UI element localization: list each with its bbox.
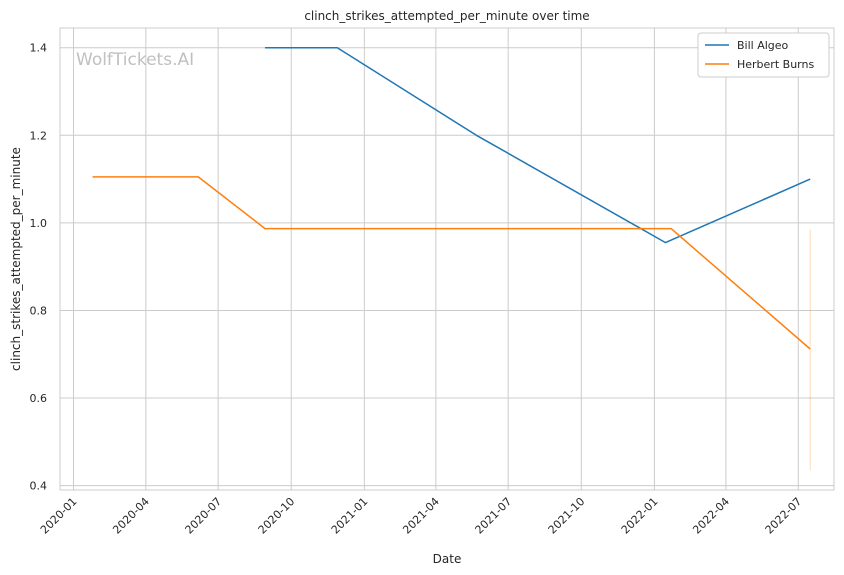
grid-lines [60,28,834,490]
x-tick-label: 2022-04 [690,495,732,537]
series-line-0 [265,46,811,244]
x-axis-ticks: 2020-01 2020-04 2020-07 2020-10 2021-01 2021-… [38,495,804,537]
y-tick-label: 1.2 [30,129,48,142]
x-tick-label: 2021-07 [473,495,515,537]
x-tick-label: 2022-07 [763,495,805,537]
y-axis-label: clinch_strikes_attempted_per_minute [9,147,23,371]
x-axis-label: Date [433,552,462,566]
y-tick-label: 0.8 [30,304,48,317]
chart-title: clinch_strikes_attempted_per_minute over… [304,9,589,23]
plot-area [59,27,835,491]
legend-label-herbert-burns: Herbert Burns [737,58,814,71]
x-tick-label: 2020-10 [256,495,298,537]
watermark: WolfTickets.AI [76,50,194,70]
x-tick-label: 2020-01 [38,495,80,537]
y-tick-label: 1.0 [30,217,48,230]
series-line-1 [92,176,811,350]
x-tick-label: 2022-01 [619,495,661,537]
x-tick-label: 2020-07 [183,495,225,537]
legend-box [697,32,830,78]
y-tick-label: 1.4 [30,42,48,55]
series-lines [92,46,811,471]
legend: Bill Algeo Herbert Burns [697,32,830,78]
legend-label-bill-algeo: Bill Algeo [737,39,789,52]
y-tick-label: 0.4 [30,480,48,493]
x-tick-label: 2021-01 [329,495,371,537]
y-tick-label: 0.6 [30,392,48,405]
x-tick-label: 2021-10 [546,495,588,537]
y-axis-ticks: 0.4 0.6 0.8 1.0 1.2 1.4 [30,42,48,493]
x-tick-label: 2020-04 [110,495,152,537]
x-tick-label: 2021-04 [400,495,442,537]
